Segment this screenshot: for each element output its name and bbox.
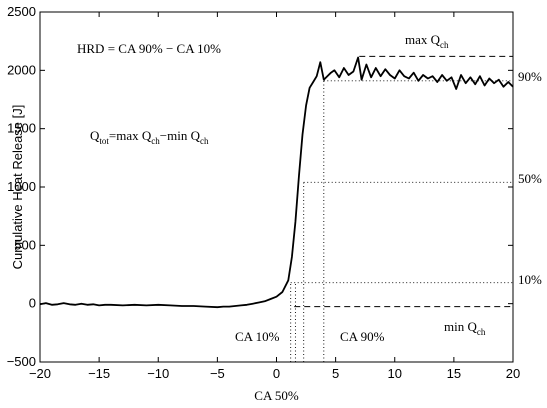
y-tick-label-3: 1000 xyxy=(7,179,36,194)
hrd-annotation: HRD = CA 90% − CA 10% xyxy=(77,41,221,56)
pct-90-annotation: 90% xyxy=(518,69,542,84)
qtot-t1: Q xyxy=(90,128,100,143)
x-axis-label: CA 50% xyxy=(254,388,299,403)
plot-frame xyxy=(39,11,514,363)
ticks-group: −20 −15 −10 −5 0 5 10 15 20 −500 0 500 1000 1500 2000 2… xyxy=(7,4,521,381)
qtot-annotation: Qtot=max Qch−min Qch xyxy=(90,128,209,146)
x-tick-label-0: −20 xyxy=(29,366,51,381)
pct-10-annotation: 10% xyxy=(518,272,542,287)
y-tick-label-0: −500 xyxy=(7,354,36,369)
y-tick-label-2: 500 xyxy=(14,237,36,252)
x-tick-label-1: −15 xyxy=(88,366,110,381)
min-q-annotation: min Qch xyxy=(444,319,486,337)
y-tick-label-1: 0 xyxy=(29,296,36,311)
max-q-text: max Q xyxy=(405,32,441,47)
qtot-t2: =max Q xyxy=(109,128,152,143)
y-axis-label: Cumulative Heat Release [J] xyxy=(10,105,25,270)
reference-lines xyxy=(290,55,513,362)
ca90-annotation: CA 90% xyxy=(340,329,385,344)
x-tick-label-4: 0 xyxy=(273,366,280,381)
min-q-text: min Q xyxy=(444,319,477,334)
max-q-annotation: max Qch xyxy=(405,32,449,50)
qtot-t3: −min Q xyxy=(160,128,201,143)
series-group xyxy=(39,56,514,309)
y-tick-label-6: 2500 xyxy=(7,4,36,19)
x-tick-label-3: −5 xyxy=(210,366,225,381)
min-q-sub: ch xyxy=(477,327,486,337)
x-tick-label-8: 20 xyxy=(506,366,520,381)
x-tick-label-5: 5 xyxy=(332,366,339,381)
x-tick-label-6: 10 xyxy=(388,366,402,381)
y-tick-label-4: 1500 xyxy=(7,121,36,136)
x-tick-label-2: −10 xyxy=(147,366,169,381)
ca10-annotation: CA 10% xyxy=(235,329,280,344)
qtot-s2: ch xyxy=(151,136,160,146)
pct-50-annotation: 50% xyxy=(518,171,542,186)
max-q-sub: ch xyxy=(440,40,449,50)
series-line-0 xyxy=(39,56,514,309)
qtot-s1: tot xyxy=(99,136,109,146)
qtot-s3: ch xyxy=(200,136,209,146)
x-tick-label-7: 15 xyxy=(447,366,461,381)
y-tick-label-5: 2000 xyxy=(7,62,36,77)
